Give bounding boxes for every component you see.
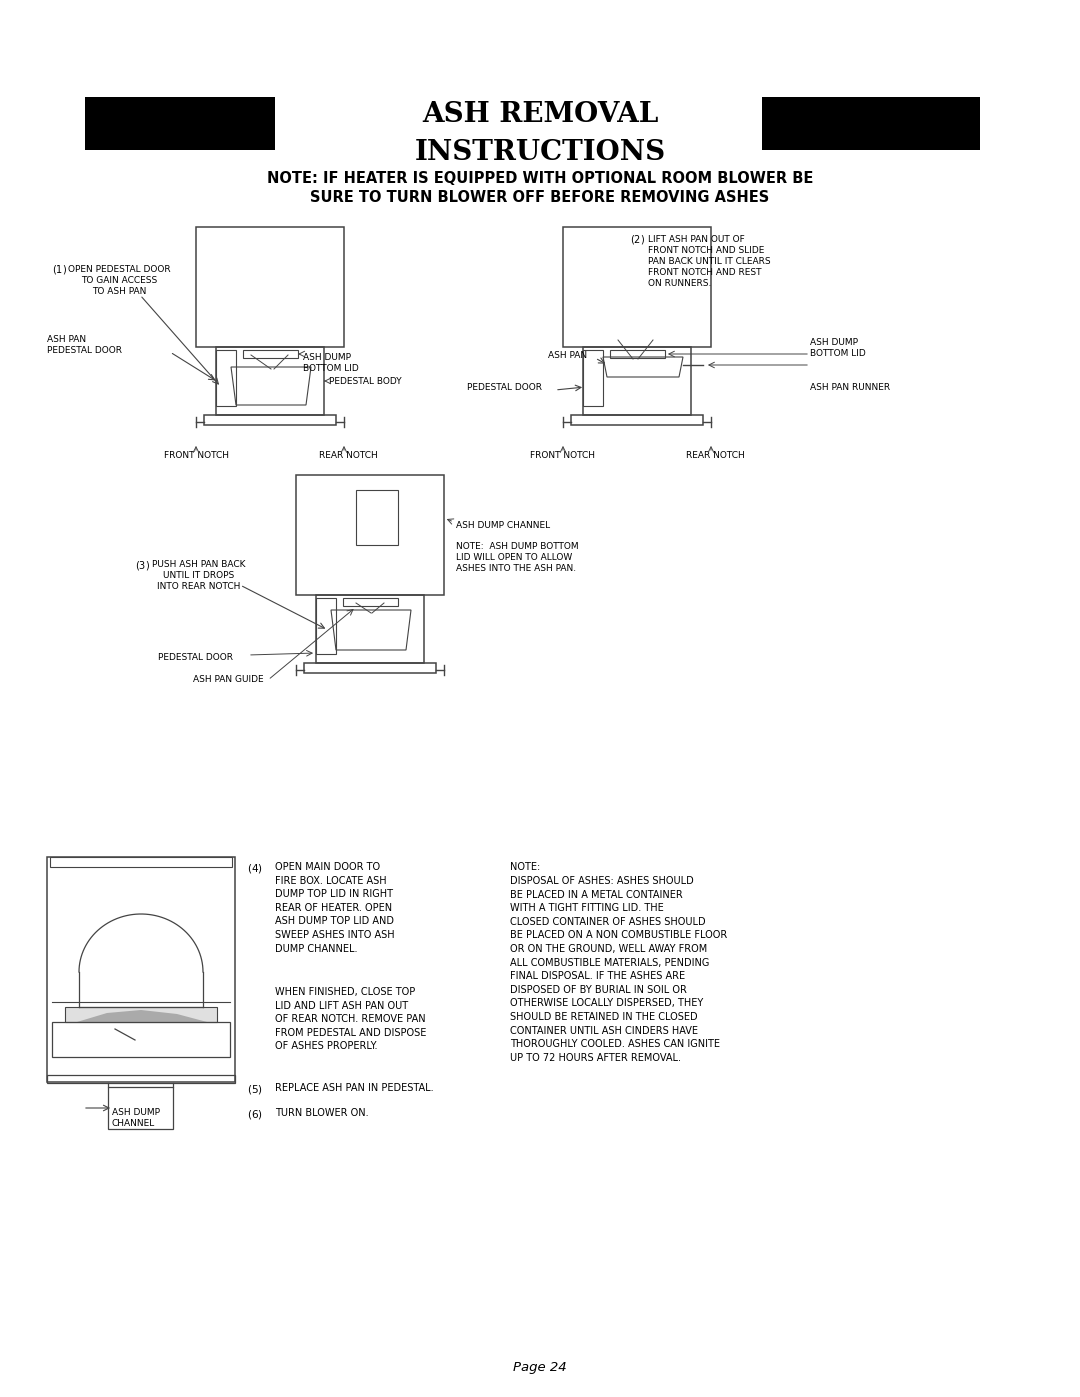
Text: PEDESTAL DOOR: PEDESTAL DOOR <box>158 654 233 662</box>
Text: PEDESTAL DOOR: PEDESTAL DOOR <box>467 384 542 393</box>
Bar <box>303 664 436 673</box>
Bar <box>583 351 603 407</box>
Bar <box>65 1007 217 1023</box>
Text: OPEN PEDESTAL DOOR
TO GAIN ACCESS
TO ASH PAN: OPEN PEDESTAL DOOR TO GAIN ACCESS TO ASH… <box>68 265 171 296</box>
Text: REPLACE ASH PAN IN PEDESTAL.: REPLACE ASH PAN IN PEDESTAL. <box>275 1083 434 1092</box>
Text: ASH DUMP CHANNEL: ASH DUMP CHANNEL <box>456 521 550 529</box>
Text: NOTE:: NOTE: <box>510 862 540 872</box>
Bar <box>296 475 444 595</box>
Text: $(3)$: $(3)$ <box>135 559 150 571</box>
Bar <box>216 351 237 407</box>
Text: ASH PAN RUNNER: ASH PAN RUNNER <box>810 384 890 393</box>
Text: ASH PAN GUIDE: ASH PAN GUIDE <box>193 676 264 685</box>
Bar <box>343 598 399 606</box>
Text: ASH PAN: ASH PAN <box>548 352 588 360</box>
Bar <box>204 415 336 425</box>
Text: FRONT NOTCH: FRONT NOTCH <box>530 450 595 460</box>
Text: LIFT ASH PAN OUT OF
FRONT NOTCH AND SLIDE
PAN BACK UNTIL IT CLEARS
FRONT NOTCH A: LIFT ASH PAN OUT OF FRONT NOTCH AND SLID… <box>648 235 771 288</box>
Bar <box>356 490 399 545</box>
Text: $(5)$: $(5)$ <box>247 1083 262 1097</box>
Bar <box>762 96 980 149</box>
Bar <box>316 595 424 664</box>
Text: WHEN FINISHED, CLOSE TOP
LID AND LIFT ASH PAN OUT
OF REAR NOTCH. REMOVE PAN
FROM: WHEN FINISHED, CLOSE TOP LID AND LIFT AS… <box>275 988 427 1052</box>
Bar <box>216 346 324 415</box>
Bar <box>52 1023 230 1058</box>
Bar <box>50 856 232 868</box>
Bar <box>48 856 235 1083</box>
Text: Page 24: Page 24 <box>513 1362 567 1375</box>
Text: NOTE: IF HEATER IS EQUIPPED WITH OPTIONAL ROOM BLOWER BE
SURE TO TURN BLOWER OFF: NOTE: IF HEATER IS EQUIPPED WITH OPTIONA… <box>267 170 813 205</box>
Text: ASH PAN
PEDESTAL DOOR: ASH PAN PEDESTAL DOOR <box>48 335 122 355</box>
Text: PUSH ASH PAN BACK
UNTIL IT DROPS
INTO REAR NOTCH: PUSH ASH PAN BACK UNTIL IT DROPS INTO RE… <box>152 560 245 591</box>
Bar <box>563 226 711 346</box>
Polygon shape <box>77 1010 207 1023</box>
Text: OPEN MAIN DOOR TO
FIRE BOX. LOCATE ASH
DUMP TOP LID IN RIGHT
REAR OF HEATER. OPE: OPEN MAIN DOOR TO FIRE BOX. LOCATE ASH D… <box>275 862 394 954</box>
Text: ASH REMOVAL: ASH REMOVAL <box>422 102 658 129</box>
Bar <box>85 96 275 149</box>
Text: $(4)$: $(4)$ <box>247 862 262 875</box>
Text: $(2)$: $(2)$ <box>630 233 645 246</box>
Text: DISPOSAL OF ASHES: ASHES SHOULD
BE PLACED IN A METAL CONTAINER
WITH A TIGHT FITT: DISPOSAL OF ASHES: ASHES SHOULD BE PLACE… <box>510 876 727 1063</box>
Text: $(6)$: $(6)$ <box>247 1108 262 1120</box>
Bar <box>108 1087 173 1129</box>
Text: INSTRUCTIONS: INSTRUCTIONS <box>415 138 665 165</box>
Text: REAR NOTCH: REAR NOTCH <box>686 450 744 460</box>
Text: ASH DUMP
CHANNEL: ASH DUMP CHANNEL <box>112 1108 160 1127</box>
Bar <box>583 346 691 415</box>
Text: NOTE:  ASH DUMP BOTTOM
LID WILL OPEN TO ALLOW
ASHES INTO THE ASH PAN.: NOTE: ASH DUMP BOTTOM LID WILL OPEN TO A… <box>456 542 579 573</box>
Text: ASH DUMP
BOTTOM LID: ASH DUMP BOTTOM LID <box>303 353 359 373</box>
Bar <box>610 351 665 358</box>
Text: $(1)$: $(1)$ <box>52 264 67 277</box>
Bar <box>243 351 298 358</box>
Text: ASH DUMP
BOTTOM LID: ASH DUMP BOTTOM LID <box>810 338 866 358</box>
Bar <box>195 226 345 346</box>
Bar <box>48 1076 235 1083</box>
Text: REAR NOTCH: REAR NOTCH <box>319 450 377 460</box>
Text: TURN BLOWER ON.: TURN BLOWER ON. <box>275 1108 368 1118</box>
Text: PEDESTAL BODY: PEDESTAL BODY <box>329 377 402 386</box>
Bar <box>316 598 336 654</box>
Bar <box>571 415 703 425</box>
Text: FRONT NOTCH: FRONT NOTCH <box>163 450 229 460</box>
